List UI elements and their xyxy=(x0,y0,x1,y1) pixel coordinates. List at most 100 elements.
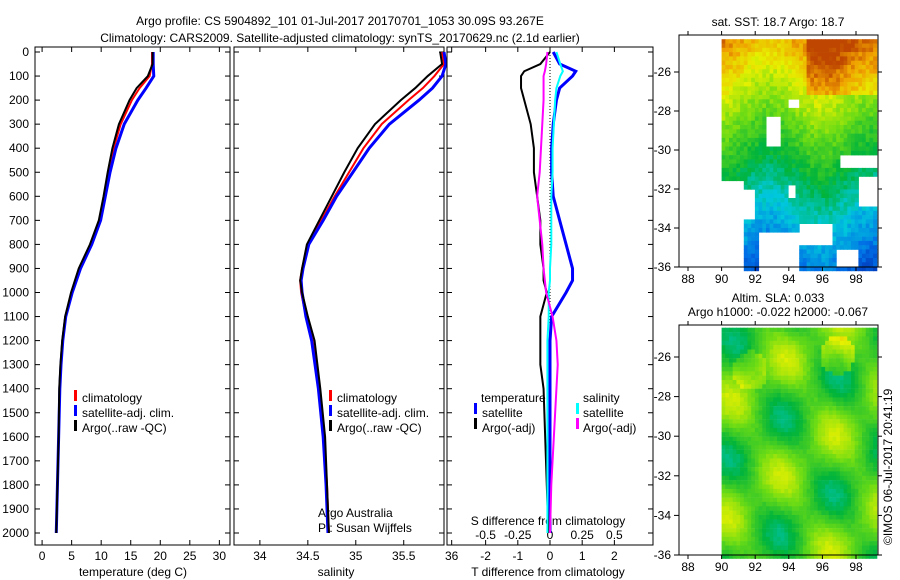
map-cell xyxy=(747,112,752,117)
map-cell xyxy=(810,167,815,173)
map-cell xyxy=(847,150,852,156)
map-cell xyxy=(802,258,808,263)
map-cell xyxy=(747,163,752,169)
map-cell xyxy=(832,528,837,533)
map-cell xyxy=(865,549,870,555)
map-cell xyxy=(747,47,752,53)
map-cell xyxy=(766,436,771,442)
map-cell xyxy=(784,116,789,122)
map-cell xyxy=(784,82,789,87)
map-cell xyxy=(847,488,852,494)
map-cell xyxy=(828,358,833,363)
map-cell xyxy=(799,475,804,481)
map-cell xyxy=(762,215,767,220)
map-cell xyxy=(836,228,841,233)
map-cell xyxy=(732,528,737,533)
map-cell xyxy=(773,107,778,113)
map-cell xyxy=(762,172,767,177)
map-cell xyxy=(743,345,748,350)
map-cell xyxy=(858,86,863,91)
map-cell xyxy=(754,193,760,199)
map-cell xyxy=(839,327,845,333)
map-cell xyxy=(766,99,771,104)
map-cell xyxy=(784,528,789,533)
map-cell xyxy=(821,336,826,341)
map-cell xyxy=(766,471,771,476)
map-cell xyxy=(788,180,793,186)
map-cell xyxy=(773,159,778,164)
map-cell xyxy=(740,129,745,134)
map-cell xyxy=(873,480,878,485)
map-cell xyxy=(743,423,748,429)
map-cell xyxy=(873,501,878,507)
map-cell xyxy=(788,120,793,126)
map-cell xyxy=(751,107,756,113)
map-cell xyxy=(802,432,808,437)
map-cell xyxy=(847,129,852,134)
map-cell xyxy=(758,86,763,91)
map-cell xyxy=(828,545,833,551)
map-cell xyxy=(854,202,859,207)
map-cell xyxy=(758,193,763,199)
map-cell xyxy=(791,427,796,433)
map-cell xyxy=(836,82,841,87)
map-cell xyxy=(799,445,804,450)
map-cell xyxy=(858,427,863,433)
map-cell xyxy=(832,262,837,267)
map-cell xyxy=(828,82,833,87)
map-cell xyxy=(836,146,841,152)
map-cell xyxy=(795,419,800,424)
map-cell xyxy=(817,541,822,546)
map-cell xyxy=(788,532,793,537)
map-cell xyxy=(758,423,763,429)
map-cell xyxy=(839,536,845,542)
map-cell xyxy=(862,69,867,74)
map-cell xyxy=(802,193,808,199)
map-cell xyxy=(747,441,752,446)
map-cell xyxy=(817,371,822,376)
map-cell xyxy=(791,180,796,186)
map-cell xyxy=(780,137,785,143)
map-cell xyxy=(758,163,763,169)
map-cell xyxy=(832,388,837,394)
map-cell xyxy=(740,410,745,416)
map-cell xyxy=(865,349,870,355)
map-cell xyxy=(747,65,752,70)
map-cell xyxy=(758,146,763,152)
map-cell xyxy=(740,133,745,139)
map-cell xyxy=(732,327,737,333)
map-cell xyxy=(832,82,837,87)
map-cell xyxy=(751,510,756,516)
map-cell xyxy=(747,384,752,389)
map-cell xyxy=(791,353,796,359)
map-cell xyxy=(869,528,874,533)
map-cell xyxy=(758,210,763,216)
map-cell xyxy=(784,441,789,446)
map-cell xyxy=(740,523,745,529)
map-cell xyxy=(747,262,752,267)
map-cell xyxy=(825,327,830,333)
map-cell xyxy=(869,253,874,259)
map-cell xyxy=(821,103,826,109)
map-cell xyxy=(773,536,778,542)
map-cell xyxy=(788,475,793,481)
map-cell xyxy=(873,245,878,250)
map-cell xyxy=(799,56,804,61)
map-cell xyxy=(862,423,867,429)
map-cell xyxy=(873,215,878,220)
map-cell xyxy=(825,414,830,420)
map-cell xyxy=(777,458,782,463)
map-cell xyxy=(754,215,760,220)
map-cell xyxy=(732,336,737,341)
map-cell xyxy=(862,414,867,420)
map-cell xyxy=(828,484,833,490)
map-cell xyxy=(817,528,822,533)
map-cell xyxy=(873,506,878,511)
map-cell xyxy=(825,471,830,476)
map-cell xyxy=(832,258,837,263)
map-cell xyxy=(825,253,830,259)
map-cell xyxy=(762,528,767,533)
map-cell xyxy=(825,484,830,490)
map-cell xyxy=(791,215,796,220)
map-cell xyxy=(869,432,874,437)
